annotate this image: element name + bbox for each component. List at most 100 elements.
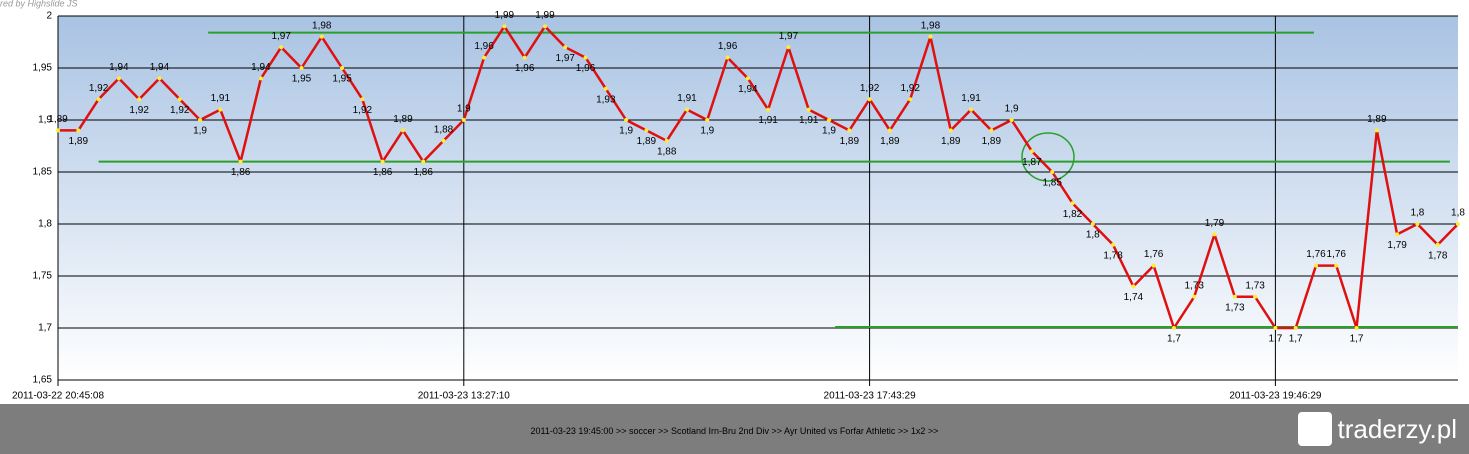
data-label: 1,79	[1387, 240, 1407, 251]
data-label: 1,76	[1144, 249, 1164, 260]
point	[766, 107, 771, 112]
point	[745, 76, 750, 81]
credit: red by Highslide JS	[0, 0, 78, 8]
data-label: 1,92	[170, 105, 190, 116]
data-label: 1,97	[779, 31, 799, 42]
data-label: 1,76	[1306, 249, 1326, 260]
data-label: 1,91	[799, 115, 819, 126]
point	[847, 128, 852, 133]
data-label: 1,92	[353, 105, 373, 116]
point	[198, 118, 203, 122]
data-label: 1,9	[619, 126, 633, 137]
data-label: 1,9	[193, 126, 207, 137]
point	[989, 128, 994, 133]
point	[1151, 263, 1156, 268]
data-label: 1,86	[413, 167, 433, 178]
x-tick-label: 2011-03-23 13:27:10	[418, 391, 511, 402]
data-label: 1,97	[556, 53, 576, 64]
point	[1029, 149, 1034, 154]
point	[1334, 263, 1339, 268]
logo-icon	[1297, 412, 1332, 446]
data-label: 1,86	[373, 167, 393, 178]
point	[725, 55, 730, 60]
point	[684, 107, 689, 112]
data-label: 1,79	[1205, 218, 1225, 229]
data-label: 1,85	[1042, 178, 1062, 189]
data-label: 1,74	[1124, 292, 1144, 303]
point	[603, 86, 608, 91]
point	[1192, 294, 1197, 299]
point	[461, 118, 466, 122]
point	[56, 128, 60, 133]
point	[319, 34, 324, 39]
point	[1273, 326, 1278, 330]
data-label: 1,96	[515, 63, 535, 74]
data-label: 1,82	[1063, 209, 1083, 220]
point	[908, 97, 913, 102]
point	[624, 118, 629, 122]
point	[502, 24, 507, 29]
point	[137, 97, 142, 102]
data-label: 1,93	[596, 94, 616, 105]
y-tick-label: 1,95	[33, 63, 53, 74]
data-label: 1,98	[921, 20, 941, 31]
data-label: 1,98	[312, 20, 332, 31]
data-label: 1,97	[271, 31, 291, 42]
data-label: 1,73	[1225, 302, 1245, 313]
x-tick-label: 2011-03-23 17:43:29	[824, 391, 917, 402]
point	[421, 159, 426, 164]
point	[238, 159, 243, 164]
point	[1090, 222, 1095, 226]
y-tick-label: 1,85	[33, 167, 53, 178]
x-tick-label: 2011-03-22 20:45:08	[12, 391, 105, 402]
data-label: 1,73	[1245, 280, 1265, 291]
data-label: 1,95	[332, 74, 352, 85]
data-label: 1,96	[474, 41, 494, 52]
point	[1131, 284, 1136, 289]
point	[806, 107, 811, 112]
point	[969, 107, 974, 112]
data-label: 1,87	[1022, 157, 1042, 168]
data-label: 1,73	[1184, 280, 1204, 291]
data-label: 1,78	[1428, 250, 1448, 261]
data-label: 1,89	[69, 136, 89, 147]
data-label: 1,7	[1350, 334, 1364, 345]
point	[664, 138, 669, 143]
data-label: 1,94	[150, 62, 170, 73]
data-label: 1,86	[231, 167, 251, 178]
point	[583, 55, 588, 60]
point	[522, 55, 527, 60]
data-label: 1,92	[900, 83, 920, 94]
point	[279, 45, 284, 50]
highlight-circle	[1021, 132, 1075, 182]
data-label: 1,9	[457, 104, 471, 115]
chart: red by Highslide JS 1,651,71,751,81,851,…	[0, 0, 1465, 402]
data-label: 1,9	[822, 126, 836, 137]
point	[705, 118, 710, 122]
point	[1415, 222, 1420, 226]
data-label: 1,89	[48, 114, 68, 125]
data-label: 1,94	[251, 62, 271, 73]
data-label: 1,96	[718, 41, 738, 52]
plot-area	[58, 16, 1458, 380]
point	[563, 45, 568, 50]
point	[299, 66, 304, 70]
point	[96, 97, 101, 102]
point	[1456, 222, 1460, 226]
point	[1212, 232, 1217, 237]
footer: 2011-03-23 19:45:00 >> soccer >> Scotlan…	[0, 404, 1469, 454]
data-label: 1,8	[1451, 208, 1465, 219]
point	[542, 24, 547, 29]
point	[928, 34, 933, 39]
y-tick-label: 2	[46, 11, 52, 22]
point	[400, 128, 405, 133]
point	[116, 76, 121, 81]
point	[1354, 326, 1359, 330]
series-line	[58, 25, 1459, 330]
data-label: 1,91	[961, 93, 981, 104]
point	[76, 128, 81, 133]
data-label: 1,89	[840, 136, 860, 147]
point	[827, 118, 832, 122]
point	[887, 128, 892, 133]
data-label: 1,92	[860, 83, 880, 94]
